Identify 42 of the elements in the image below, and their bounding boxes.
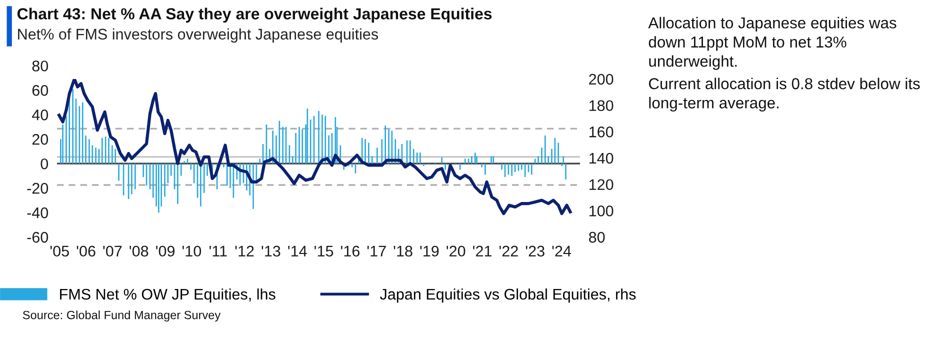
x-tick-label: '11 <box>209 246 227 256</box>
x-tick-label: '17 <box>367 246 386 256</box>
text: Current allocation is 0.8 stdev below its long-term average. <box>648 78 920 112</box>
y2-tick-label: 140 <box>590 152 614 164</box>
y-tick-label: 80 <box>32 60 48 72</box>
x-tick-label: '16 <box>341 246 360 257</box>
x-tick-label: '08 <box>130 246 148 257</box>
x-tick-label: '21 <box>473 246 492 256</box>
x-tick-label: '07 <box>103 246 122 257</box>
y-tick-label: -40 <box>27 207 48 218</box>
x-tick-label: '06 <box>76 246 96 257</box>
x-tick-label: '15 <box>314 246 334 257</box>
y2-tick-label: 160 <box>590 126 614 138</box>
x-tick-label: '22 <box>500 246 518 256</box>
x-tick-label: '23 <box>526 246 544 257</box>
x-tick-label: '19 <box>420 246 439 257</box>
chart-subtitle: Net% of FMS investors overweight Japanese equities <box>18 28 378 43</box>
x-tick-label: '14 <box>288 246 307 256</box>
y-tick-label: -20 <box>27 182 48 194</box>
y-tick-label: 0 <box>40 158 48 170</box>
chart-title: Chart 43: Net % AA Say they are overweight Japanese Equities <box>17 8 492 23</box>
x-tick-label: '09 <box>156 246 175 257</box>
legend-label: Japan Equities vs Global Equities, rhs <box>380 288 636 303</box>
text: Allocation to Japanese equities was down 11ppt MoM to net 13% underweight. <box>648 16 896 70</box>
x-tick-label: '18 <box>394 246 412 257</box>
y-tick-label: 60 <box>32 85 48 96</box>
legend-label: FMS Net % OW JP Equities, lhs <box>60 288 276 303</box>
y-tick-label: -60 <box>27 232 48 243</box>
y2-tick-label: 180 <box>590 100 614 112</box>
y-tick-label: 40 <box>32 110 48 120</box>
y2-tick-label: 80 <box>589 232 605 243</box>
x-tick-label: '24 <box>552 246 572 256</box>
x-tick-label: '13 <box>262 246 280 257</box>
y2-tick-label: 200 <box>589 74 614 85</box>
y-tick-label: 20 <box>32 134 48 145</box>
x-tick-label: '10 <box>182 246 202 257</box>
source-note: Source: Global Fund Manager Survey <box>22 310 221 322</box>
y2-tick-label: 100 <box>590 206 614 216</box>
x-tick-label: '05 <box>50 246 69 257</box>
y2-tick-label: 120 <box>590 179 614 190</box>
x-tick-label: '20 <box>446 246 466 257</box>
x-tick-label: '12 <box>235 246 254 256</box>
